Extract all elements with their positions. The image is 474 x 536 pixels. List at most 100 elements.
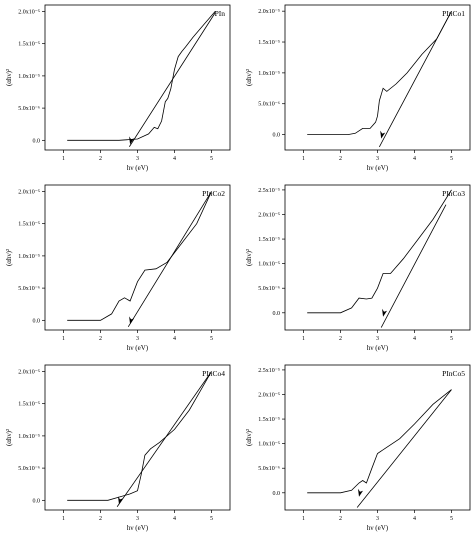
- panel-6: 1 2 3 4 5 0.0 5.0x10⁻⁶ 1.0x10⁻⁵ 1.5x10⁻⁵ 2.0x10⁻⁵…: [245, 364, 471, 532]
- panel-title: PIn: [215, 9, 226, 18]
- tangent-line: [127, 191, 212, 327]
- y-tick-label: 1.0x10⁻⁵: [18, 254, 40, 260]
- x-tick-label: 5: [450, 516, 453, 522]
- intercept-arrow: [118, 496, 123, 505]
- tangent-line: [380, 204, 447, 328]
- y-tick-label: 0.0: [33, 318, 41, 324]
- intercept-arrow: [358, 488, 363, 497]
- x-tick-label: 3: [136, 336, 139, 342]
- plot-frame: [284, 364, 471, 511]
- x-tick-label: 5: [450, 336, 453, 342]
- y-tick-label: 5.0x10⁻⁶: [18, 286, 40, 292]
- y-tick-label: 1.0x10⁻⁵: [258, 442, 280, 448]
- x-tick-label: 4: [173, 336, 176, 342]
- y-tick-label: 2.0x10⁻⁵: [18, 9, 40, 15]
- x-tick-label: 1: [302, 156, 305, 162]
- x-tick-label: 3: [376, 336, 379, 342]
- x-tick-label: 4: [413, 516, 416, 522]
- x-tick-label: 5: [210, 336, 213, 342]
- y-tick-label: 2.5x10⁻⁵: [258, 368, 280, 374]
- y-axis-label: (αhν)²: [5, 429, 13, 446]
- absorption-curve: [67, 191, 212, 321]
- y-axis-label: (αhν)²: [245, 69, 253, 86]
- x-tick-label: 2: [339, 516, 342, 522]
- absorption-curve: [67, 371, 212, 501]
- panel-1: 1 2 3 4 5 0.0 5.0x10⁻⁶ 1.0x10⁻⁵ 1.5x10⁻⁵ 2.0x10⁻⁵…: [5, 4, 231, 172]
- y-tick-label: 2.5x10⁻⁵: [258, 188, 280, 194]
- y-tick-label: 2.0x10⁻⁵: [258, 212, 280, 218]
- x-tick-label: 3: [376, 516, 379, 522]
- y-tick-label: 0.0: [33, 138, 41, 144]
- y-tick-label: 1.0x10⁻⁵: [258, 262, 280, 268]
- plot-frame: [44, 364, 231, 511]
- tangent-line: [116, 371, 212, 508]
- y-tick-label: 5.0x10⁻⁶: [258, 286, 280, 292]
- absorption-curve: [307, 389, 452, 494]
- panel-title: PInCo5: [442, 369, 465, 378]
- panel-5: 1 2 3 4 5 0.0 5.0x10⁻⁶ 1.0x10⁻⁵ 1.5x10⁻⁵ 2.0x10⁻⁵…: [5, 364, 231, 532]
- panel-title: PInCo3: [442, 189, 465, 198]
- y-tick-label: 1.0x10⁻⁵: [18, 434, 40, 440]
- plot-frame: [284, 184, 471, 331]
- panel-title: PInCo4: [202, 369, 225, 378]
- y-tick-label: 0.0: [273, 311, 281, 317]
- x-tick-label: 5: [210, 156, 213, 162]
- x-axis-label: hν (eV): [367, 164, 389, 172]
- x-tick-label: 1: [62, 516, 65, 522]
- y-tick-label: 5.0x10⁻⁶: [258, 466, 280, 472]
- intercept-arrow: [382, 308, 388, 317]
- x-tick-label: 3: [376, 156, 379, 162]
- x-tick-label: 1: [62, 336, 65, 342]
- y-tick-label: 0.0: [273, 491, 281, 497]
- x-tick-label: 2: [339, 156, 342, 162]
- absorption-curve: [307, 189, 452, 314]
- y-axis-label: (αhν)²: [5, 69, 13, 86]
- y-tick-label: 1.5x10⁻⁵: [258, 417, 280, 423]
- panel-2: 1 2 3 4 5 0.0 5.0x10⁻⁶ 1.0x10⁻⁵ 1.5x10⁻⁵ 2.0x10⁻⁵…: [245, 4, 471, 172]
- x-tick-label: 4: [173, 516, 176, 522]
- y-tick-label: 1.5x10⁻⁵: [258, 237, 280, 243]
- absorption-curve: [307, 11, 452, 136]
- x-tick-label: 3: [136, 156, 139, 162]
- x-tick-label: 1: [302, 516, 305, 522]
- y-tick-label: 2.0x10⁻⁵: [18, 369, 40, 375]
- panel-title: PInCo2: [202, 189, 225, 198]
- tangent-line: [378, 10, 452, 148]
- x-axis-label: hν (eV): [367, 524, 389, 532]
- panel-title: PInCo1: [442, 9, 465, 18]
- x-tick-label: 4: [173, 156, 176, 162]
- y-tick-label: 1.5x10⁻⁵: [258, 40, 280, 46]
- intercept-arrow: [129, 136, 135, 145]
- intercept-arrow: [129, 316, 135, 325]
- plot-frame: [284, 4, 471, 151]
- x-tick-label: 1: [302, 336, 305, 342]
- y-tick-label: 2.0x10⁻⁵: [258, 9, 280, 15]
- x-axis-label: hν (eV): [367, 344, 389, 352]
- y-axis-label: (αhν)²: [5, 249, 13, 266]
- y-tick-label: 1.5x10⁻⁵: [18, 222, 40, 228]
- x-tick-label: 2: [99, 516, 102, 522]
- y-tick-label: 1.5x10⁻⁵: [18, 42, 40, 48]
- y-tick-label: 5.0x10⁻⁶: [18, 106, 40, 112]
- y-tick-label: 5.0x10⁻⁶: [258, 102, 280, 108]
- y-tick-label: 2.0x10⁻⁵: [258, 392, 280, 398]
- x-tick-label: 1: [62, 156, 65, 162]
- panel-3: 1 2 3 4 5 0.0 5.0x10⁻⁶ 1.0x10⁻⁵ 1.5x10⁻⁵ 2.0x10⁻⁵…: [5, 184, 231, 352]
- x-tick-label: 3: [136, 516, 139, 522]
- y-tick-label: 0.0: [273, 133, 281, 139]
- panel-4: 1 2 3 4 5 0.0 5.0x10⁻⁶ 1.0x10⁻⁵ 1.5x10⁻⁵ 2.0x10⁻⁵…: [245, 184, 471, 352]
- y-axis-label: (αhν)²: [245, 429, 253, 446]
- y-axis-label: (αhν)²: [245, 249, 253, 266]
- x-tick-label: 5: [210, 516, 213, 522]
- y-tick-label: 1.0x10⁻⁵: [18, 74, 40, 80]
- x-tick-label: 5: [450, 156, 453, 162]
- tangent-line: [129, 12, 216, 147]
- tangent-line: [356, 389, 452, 508]
- x-axis-label: hν (eV): [127, 164, 149, 172]
- x-tick-label: 4: [413, 156, 416, 162]
- x-axis-label: hν (eV): [127, 524, 149, 532]
- y-tick-label: 2.0x10⁻⁵: [18, 189, 40, 195]
- y-tick-label: 5.0x10⁻⁶: [18, 466, 40, 472]
- y-tick-label: 1.0x10⁻⁵: [258, 71, 280, 77]
